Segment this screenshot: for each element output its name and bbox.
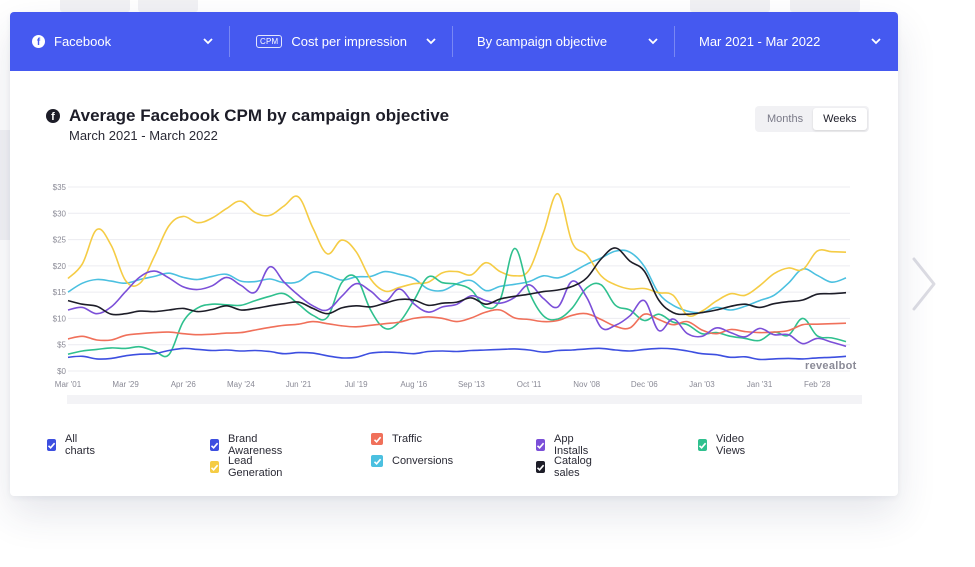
legend-brand-awareness[interactable]: Brand Awareness bbox=[210, 433, 285, 457]
facebook-icon: f bbox=[46, 109, 60, 123]
legend-label: Video Views bbox=[716, 433, 746, 457]
series-line-lead-generation bbox=[67, 193, 847, 317]
legend-all-charts[interactable]: All charts bbox=[47, 433, 98, 457]
x-tick-label: Jul '19 bbox=[345, 380, 368, 389]
series-line-video-views bbox=[67, 247, 847, 358]
y-tick-label: $35 bbox=[53, 183, 67, 192]
legend-traffic[interactable]: Traffic bbox=[371, 433, 422, 445]
checkbox-icon bbox=[371, 433, 383, 445]
legend-app-installs[interactable]: App Installs bbox=[536, 433, 591, 457]
chart-title: Average Facebook CPM by campaign objecti… bbox=[69, 106, 450, 125]
date-range-label: Mar 2021 - Mar 2022 bbox=[699, 34, 821, 49]
x-tick-label: Mar '29 bbox=[112, 380, 139, 389]
y-tick-label: $20 bbox=[53, 262, 67, 271]
background-tab bbox=[138, 0, 198, 12]
x-tick-label: Jan '31 bbox=[747, 380, 773, 389]
series-line-catalog-sales bbox=[67, 247, 847, 316]
y-tick-label: $5 bbox=[57, 341, 66, 350]
legend-label: Brand Awareness bbox=[228, 433, 283, 457]
x-tick-label: Feb '28 bbox=[804, 380, 831, 389]
series-line-app-installs bbox=[67, 266, 847, 348]
granularity-toggle: Months Weeks bbox=[755, 106, 869, 132]
background-tab bbox=[690, 0, 770, 12]
checkbox-icon bbox=[47, 439, 56, 451]
x-tick-label: Apr '26 bbox=[171, 380, 197, 389]
y-tick-label: $25 bbox=[53, 236, 67, 245]
y-tick-label: $30 bbox=[53, 209, 67, 218]
y-tick-label: $10 bbox=[53, 314, 67, 323]
platform-dropdown[interactable]: f Facebook bbox=[10, 12, 230, 71]
checkbox-icon bbox=[536, 461, 545, 473]
metric-dropdown[interactable]: CPM Cost per impression bbox=[230, 12, 453, 71]
x-tick-label: Jan '03 bbox=[689, 380, 715, 389]
y-tick-label: $15 bbox=[53, 288, 67, 297]
line-chart: $0 $5 $10 $15 $20 $25 $30 $35 Mar '01 Mar '29 Apr … bbox=[53, 183, 850, 389]
legend-label: Catalog sales bbox=[554, 455, 592, 479]
filter-toolbar: f Facebook CPM Cost per impression By ca… bbox=[10, 12, 898, 71]
breakdown-dropdown[interactable]: By campaign objective bbox=[453, 12, 675, 71]
x-tick-label: May '24 bbox=[227, 380, 255, 389]
weeks-toggle-button[interactable]: Weeks bbox=[813, 108, 867, 130]
legend-label: Lead Generation bbox=[228, 455, 283, 479]
legend-label: Traffic bbox=[392, 433, 422, 445]
legend-catalog-sales[interactable]: Catalog sales bbox=[536, 455, 595, 479]
x-tick-label: Dec '06 bbox=[631, 380, 658, 389]
background-tab bbox=[790, 0, 860, 12]
chevron-down-icon bbox=[203, 38, 213, 45]
series-line-brand-awareness bbox=[67, 347, 847, 361]
checkbox-icon bbox=[210, 439, 219, 451]
chart-title-row: f Average Facebook CPM by campaign objec… bbox=[46, 106, 449, 126]
date-range-dropdown[interactable]: Mar 2021 - Mar 2022 bbox=[675, 12, 898, 71]
background-tab bbox=[60, 0, 130, 12]
chevron-down-icon bbox=[648, 38, 658, 45]
legend-video-views[interactable]: Video Views bbox=[698, 433, 748, 457]
legend-label: App Installs bbox=[554, 433, 589, 457]
x-tick-label: Nov '08 bbox=[573, 380, 600, 389]
revealbot-watermark: revealbot bbox=[805, 360, 857, 372]
chart-subtitle: March 2021 - March 2022 bbox=[69, 128, 218, 143]
x-tick-label: Oct '11 bbox=[517, 380, 542, 389]
x-tick-label: Aug '16 bbox=[400, 380, 427, 389]
series-line-traffic bbox=[67, 308, 847, 342]
x-tick-label: Mar '01 bbox=[55, 380, 82, 389]
legend-label: All charts bbox=[65, 433, 95, 457]
metric-label: Cost per impression bbox=[291, 34, 407, 49]
y-tick-label: $0 bbox=[57, 367, 66, 376]
cpm-badge: CPM bbox=[256, 35, 283, 48]
breakdown-label: By campaign objective bbox=[477, 34, 608, 49]
checkbox-icon bbox=[210, 461, 219, 473]
checkbox-icon bbox=[536, 439, 545, 451]
legend-label: Conversions bbox=[392, 455, 454, 467]
checkbox-icon bbox=[371, 455, 383, 467]
chevron-down-icon bbox=[426, 38, 436, 45]
platform-label: Facebook bbox=[54, 34, 112, 49]
months-toggle-button[interactable]: Months bbox=[767, 113, 804, 125]
x-tick-label: Jun '21 bbox=[286, 380, 312, 389]
checkbox-icon bbox=[698, 439, 707, 451]
legend-lead-generation[interactable]: Lead Generation bbox=[210, 455, 285, 479]
carousel-next-arrow-icon[interactable] bbox=[908, 255, 940, 313]
legend-conversions[interactable]: Conversions bbox=[371, 455, 453, 467]
background-panel bbox=[0, 130, 10, 240]
chart-scrollbar-track[interactable] bbox=[67, 395, 862, 404]
chart-card: f Facebook CPM Cost per impression By ca… bbox=[10, 12, 898, 496]
x-tick-label: Sep '13 bbox=[458, 380, 485, 389]
chevron-down-icon bbox=[871, 38, 881, 45]
facebook-icon: f bbox=[32, 35, 45, 48]
